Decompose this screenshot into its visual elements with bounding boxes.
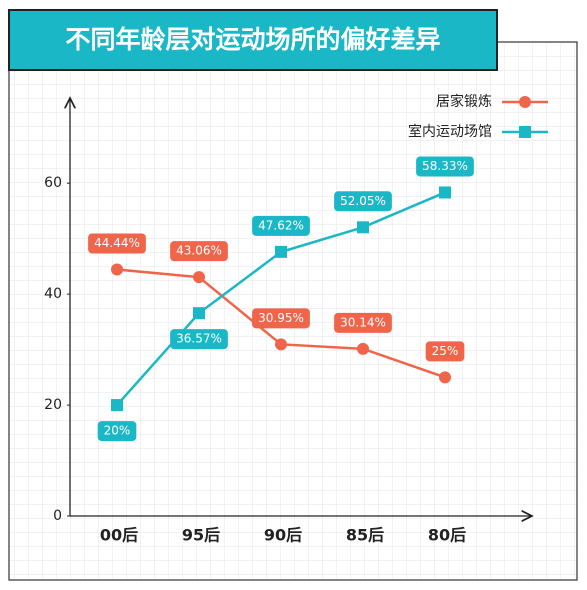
chart-title: 不同年龄层对运动场所的偏好差异 [65, 25, 440, 54]
value-label: 20% [104, 424, 131, 438]
value-label-box [416, 156, 474, 177]
value-label: 58.33% [422, 159, 468, 173]
value-label: 43.06% [176, 244, 222, 258]
legend-marker [519, 126, 531, 138]
value-label-box [252, 308, 310, 329]
point [275, 245, 287, 258]
legend-marker [519, 96, 531, 108]
value-label: 25% [432, 344, 459, 358]
x-tick-label: 80后 [428, 526, 466, 545]
point [111, 399, 123, 412]
x-tick-label: 00后 [100, 526, 138, 545]
value-label: 52.05% [340, 194, 386, 208]
value-label-box [334, 191, 392, 212]
x-tick-label: 95后 [182, 526, 220, 545]
point [357, 221, 369, 234]
value-label: 44.44% [94, 236, 140, 250]
legend-label: 室内运动场馆 [408, 123, 492, 140]
y-tick-label: 40 [44, 286, 62, 302]
y-tick-label: 20 [44, 397, 62, 413]
y-tick-label: 0 [53, 508, 62, 524]
point [357, 342, 369, 355]
x-tick-label: 85后 [346, 526, 384, 545]
title-box [8, 9, 498, 71]
value-label: 36.57% [176, 332, 222, 346]
value-label-box [88, 233, 146, 254]
value-label: 30.95% [258, 311, 304, 325]
value-label: 47.62% [258, 218, 304, 232]
point [111, 263, 123, 276]
value-label: 30.14% [340, 315, 386, 329]
point [439, 186, 451, 199]
value-label-box [170, 329, 228, 350]
legend-label: 居家锻炼 [436, 93, 492, 110]
value-label-box [97, 421, 137, 442]
value-label-box [252, 215, 310, 236]
x-tick-label: 90后 [264, 526, 302, 545]
point [439, 371, 451, 384]
value-label-box [170, 241, 228, 262]
point [275, 338, 287, 351]
point [193, 307, 205, 320]
point [193, 271, 205, 284]
y-tick-label: 60 [44, 175, 62, 191]
value-label-box [334, 312, 392, 333]
value-label-box [425, 341, 465, 362]
